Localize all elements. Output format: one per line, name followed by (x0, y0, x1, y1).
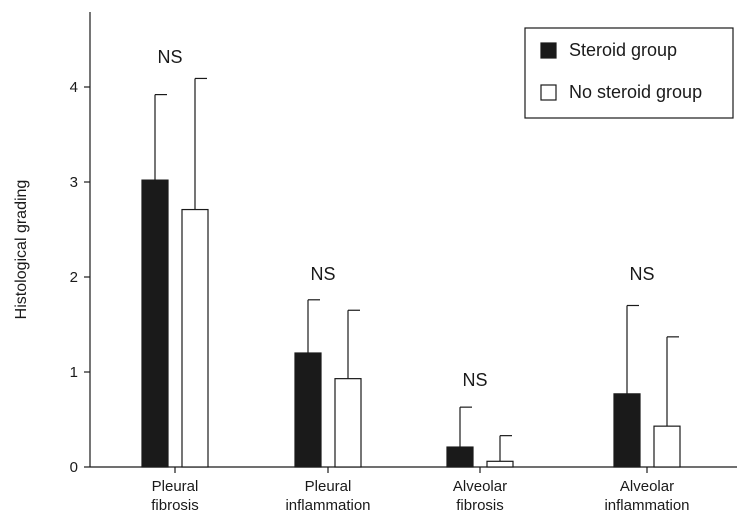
legend-swatch (540, 84, 557, 101)
x-tick-label: fibrosis (456, 497, 504, 514)
legend-swatch (540, 42, 557, 59)
bars (141, 179, 681, 468)
annotations: NS NS NS NS (157, 47, 654, 390)
x-tick-label: inflammation (285, 497, 370, 514)
bar (446, 446, 474, 468)
bar (653, 425, 681, 468)
y-tick-label: 1 (70, 364, 78, 381)
legend: Steroid group No steroid group (524, 27, 734, 119)
x-tick-label: Alveolar (620, 478, 674, 495)
bar (181, 208, 209, 468)
legend-label: Steroid group (569, 40, 677, 60)
bar (141, 179, 169, 468)
bar (294, 352, 322, 468)
y-axis-label: Histological grading (13, 180, 30, 320)
x-tick-label: inflammation (604, 497, 689, 514)
axes: 0 1 2 3 4 Histological grading Pleural fibrosis… (13, 12, 737, 514)
y-tick-label: 4 (70, 79, 78, 96)
legend-box (524, 27, 734, 119)
x-tick-label: Alveolar (453, 478, 507, 495)
y-tick-label: 3 (70, 174, 78, 191)
bar (334, 378, 362, 468)
significance-label: NS (310, 264, 335, 284)
x-tick-label: Pleural (152, 478, 199, 495)
legend-label: No steroid group (569, 82, 702, 102)
significance-label: NS (462, 370, 487, 390)
bar (486, 460, 514, 468)
y-tick-label: 2 (70, 269, 78, 286)
significance-label: NS (157, 47, 182, 67)
error-bars (154, 77, 679, 462)
y-tick-label: 0 (70, 459, 78, 476)
bar (613, 393, 641, 468)
x-tick-label: fibrosis (151, 497, 199, 514)
significance-label: NS (629, 264, 654, 284)
x-tick-label: Pleural (305, 478, 352, 495)
